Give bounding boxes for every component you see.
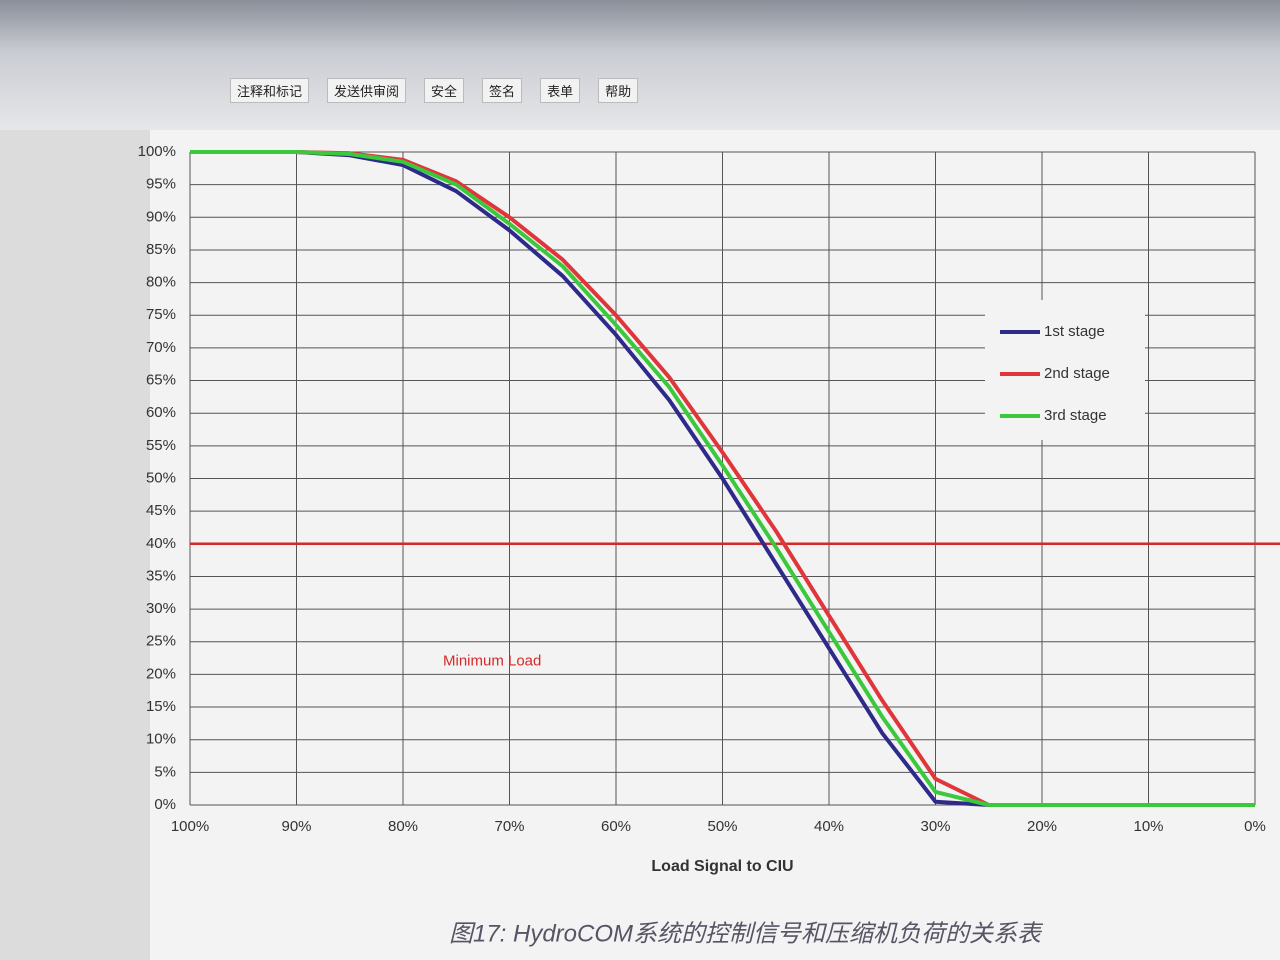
- toolbar-items: 注释和标记 发送供审阅 安全 签名 表单 帮助: [230, 78, 639, 103]
- y-tick-label: 10%: [146, 731, 176, 748]
- y-tick-label: 85%: [146, 241, 176, 258]
- y-tick-label: 75%: [146, 306, 176, 323]
- y-tick-label: 40%: [146, 535, 176, 552]
- y-tick-label: 95%: [146, 176, 176, 193]
- x-tick-label: 40%: [814, 818, 844, 835]
- x-tick-label: 30%: [920, 818, 950, 835]
- x-tick-label: 70%: [494, 818, 524, 835]
- legend-label: 3rd stage: [1044, 407, 1107, 424]
- legend-label: 1st stage: [1044, 323, 1105, 340]
- x-tick-label: 50%: [707, 818, 737, 835]
- x-tick-label: 90%: [281, 818, 311, 835]
- y-tick-label: 25%: [146, 633, 176, 650]
- x-tick-label: 100%: [171, 818, 209, 835]
- y-tick-label: 60%: [146, 404, 176, 421]
- x-tick-label: 60%: [601, 818, 631, 835]
- x-tick-label: 20%: [1027, 818, 1057, 835]
- toolbar-button[interactable]: 注释和标记: [230, 78, 310, 103]
- x-tick-label: 10%: [1133, 818, 1163, 835]
- toolbar-button[interactable]: 表单: [540, 78, 581, 103]
- toolbar-button[interactable]: 帮助: [598, 78, 639, 103]
- y-tick-label: 30%: [146, 600, 176, 617]
- x-axis-title: Load Signal to CIU: [651, 858, 793, 875]
- y-tick-label: 20%: [146, 665, 176, 682]
- series-line: [190, 150, 1255, 807]
- toolbar-button[interactable]: 安全: [424, 78, 465, 103]
- y-tick-label: 35%: [146, 567, 176, 584]
- toolbar-button[interactable]: 发送供审阅: [327, 78, 407, 103]
- y-tick-label: 80%: [146, 274, 176, 291]
- caption: 图17: HydroCOM系统的控制信号和压缩机负荷的关系表: [449, 920, 1044, 947]
- x-tick-label: 0%: [1244, 818, 1266, 835]
- y-tick-label: 0%: [154, 796, 176, 813]
- y-tick-label: 45%: [146, 502, 176, 519]
- y-tick-label: 90%: [146, 208, 176, 225]
- legend-label: 2nd stage: [1044, 365, 1110, 382]
- y-tick-label: 5%: [154, 763, 176, 780]
- y-tick-label: 70%: [146, 339, 176, 356]
- toolbar: 注释和标记 发送供审阅 安全 签名 表单 帮助: [0, 0, 1280, 130]
- reference-label: Minimum Load: [443, 652, 541, 669]
- y-tick-label: 15%: [146, 698, 176, 715]
- toolbar-button[interactable]: 签名: [482, 78, 523, 103]
- y-tick-label: 65%: [146, 372, 176, 389]
- x-tick-label: 80%: [388, 818, 418, 835]
- y-tick-label: 55%: [146, 437, 176, 454]
- y-tick-label: 100%: [138, 143, 176, 160]
- y-tick-label: 50%: [146, 469, 176, 486]
